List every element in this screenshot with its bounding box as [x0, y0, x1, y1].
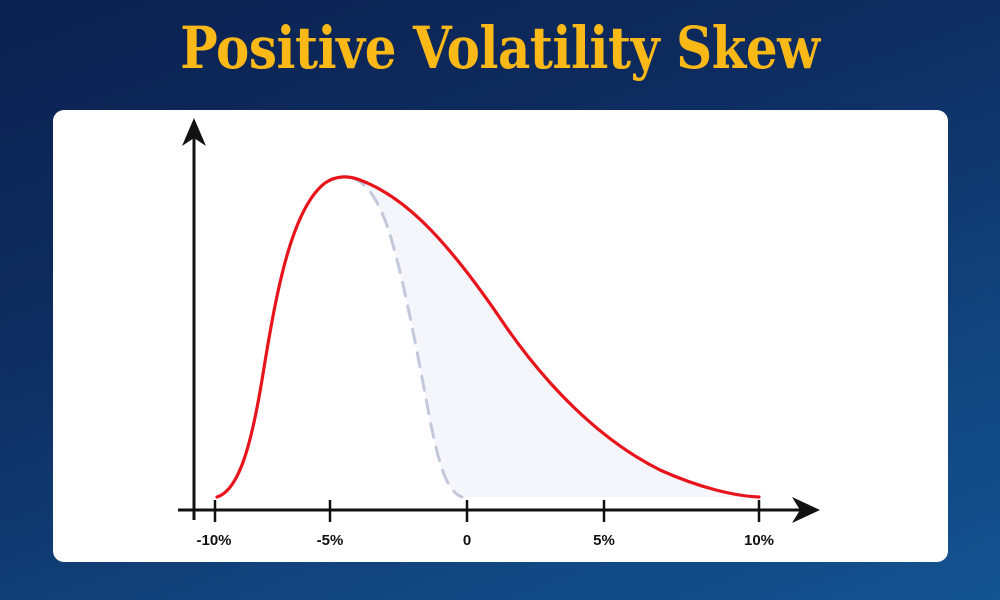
x-axis-arrow-icon	[792, 497, 820, 523]
x-tick-label: -5%	[317, 532, 344, 549]
skewed-distribution-curve	[215, 175, 761, 499]
x-tick-label: 5%	[593, 532, 615, 549]
chart-plot: -10% -5% 0 5% 10%	[178, 118, 820, 549]
x-tick-label: 10%	[744, 532, 774, 549]
x-tick-label: 0	[463, 532, 471, 549]
chart-card: -10% -5% 0 5% 10%	[53, 110, 948, 562]
y-axis-arrow-icon	[182, 118, 206, 146]
x-ticks	[213, 500, 761, 522]
reference-curve-dashed	[350, 176, 464, 499]
chart-title: Positive Volatility Skew	[180, 14, 820, 82]
x-tick-label: -10%	[196, 532, 231, 549]
